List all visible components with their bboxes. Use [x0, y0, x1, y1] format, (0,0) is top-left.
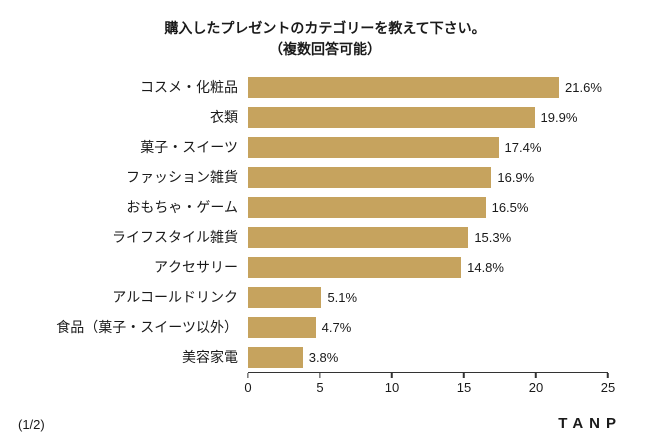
footer: (1/2) TANP — [0, 415, 650, 432]
bar-row: おもちゃ・ゲーム 16.5% — [0, 192, 650, 222]
bar-row: 美容家電 3.8% — [0, 342, 650, 372]
bar — [248, 346, 303, 368]
x-tick-label: 5 — [316, 380, 324, 395]
x-tick: 25 — [601, 373, 615, 395]
value-label: 15.3% — [474, 229, 512, 245]
bar-track: 16.9% — [248, 166, 608, 188]
page-indicator: (1/2) — [18, 417, 45, 432]
chart-title-line1: 購入したプレゼントのカテゴリーを教えて下さい。 — [164, 20, 486, 36]
x-tick: 5 — [316, 373, 324, 395]
value-label: 16.5% — [491, 199, 529, 215]
bar-row: 菓子・スイーツ 17.4% — [0, 132, 650, 162]
value-label: 21.6% — [565, 79, 602, 95]
bar — [248, 286, 322, 308]
x-tick-mark — [247, 373, 249, 378]
category-label: 食品（菓子・スイーツ以外） — [56, 319, 238, 335]
value-label: 16.9% — [497, 169, 535, 185]
bar — [248, 196, 486, 218]
value-label: 17.4% — [504, 139, 542, 155]
horizontal-bar-chart: コスメ・化粧品 21.6% 衣類 19.9% 菓子・スイーツ 17.4% ファッション雑貨 1… — [0, 72, 650, 403]
category-label: 美容家電 — [182, 349, 238, 365]
category-label: ファッション雑貨 — [126, 169, 238, 185]
x-tick: 0 — [244, 373, 252, 395]
x-tick: 20 — [529, 373, 543, 395]
bar-track: 14.8% — [248, 256, 608, 278]
bar-track: 17.4% — [248, 136, 608, 158]
value-label: 5.1% — [327, 289, 358, 305]
bar-track: 3.8% — [248, 346, 608, 368]
bar-track: 15.3% — [248, 226, 608, 248]
value-label: 4.7% — [321, 319, 352, 335]
x-tick-mark — [319, 373, 321, 378]
bar-rows: コスメ・化粧品 21.6% 衣類 19.9% 菓子・スイーツ 17.4% ファッション雑貨 1… — [0, 72, 650, 372]
x-tick-label: 15 — [456, 380, 472, 395]
category-label: 菓子・スイーツ — [140, 139, 238, 155]
category-label: アルコールドリンク — [112, 289, 238, 305]
bar-row: 衣類 19.9% — [0, 102, 650, 132]
bar — [248, 316, 316, 338]
bar-track: 16.5% — [248, 196, 608, 218]
bar-row: アルコールドリンク 5.1% — [0, 282, 650, 312]
x-tick-label: 0 — [244, 380, 252, 395]
bar-track: 4.7% — [248, 316, 608, 338]
bar — [248, 76, 560, 98]
bar-row: アクセサリー 14.8% — [0, 252, 650, 282]
x-tick-mark — [391, 373, 393, 378]
x-tick-label: 10 — [384, 380, 400, 395]
bar — [248, 166, 492, 188]
x-tick-mark — [463, 373, 465, 378]
bar-row: 食品（菓子・スイーツ以外） 4.7% — [0, 312, 650, 342]
bar-row: ファッション雑貨 16.9% — [0, 162, 650, 192]
value-label: 3.8% — [308, 349, 339, 365]
x-tick: 15 — [457, 373, 471, 395]
bar-track: 5.1% — [248, 286, 608, 308]
x-tick: 10 — [385, 373, 399, 395]
x-tick-label: 25 — [600, 380, 616, 395]
x-tick-mark — [607, 373, 609, 378]
x-tick-mark — [535, 373, 537, 378]
category-label: おもちゃ・ゲーム — [126, 199, 238, 215]
bar-track: 21.6% — [248, 76, 608, 98]
chart-title-line2: （複数回答可能） — [269, 41, 381, 57]
x-axis: 0 5 10 15 20 25 — [244, 372, 615, 403]
category-label: 衣類 — [210, 109, 238, 125]
value-label: 19.9% — [540, 109, 578, 125]
bar — [248, 226, 469, 248]
bar — [248, 106, 535, 128]
category-label: コスメ・化粧品 — [140, 79, 238, 95]
bar-row: ライフスタイル雑貨 15.3% — [0, 222, 650, 252]
bar — [248, 136, 499, 158]
value-label: 14.8% — [467, 259, 504, 275]
brand-logo: TANP — [558, 415, 622, 432]
bar-track: 19.9% — [248, 106, 608, 128]
chart-title: 購入したプレゼントのカテゴリーを教えて下さい。 （複数回答可能） — [0, 0, 650, 60]
category-label: アクセサリー — [154, 259, 238, 275]
x-tick-label: 20 — [528, 380, 544, 395]
category-label: ライフスタイル雑貨 — [112, 229, 238, 245]
bar — [248, 256, 462, 278]
bar-row: コスメ・化粧品 21.6% — [0, 72, 650, 102]
